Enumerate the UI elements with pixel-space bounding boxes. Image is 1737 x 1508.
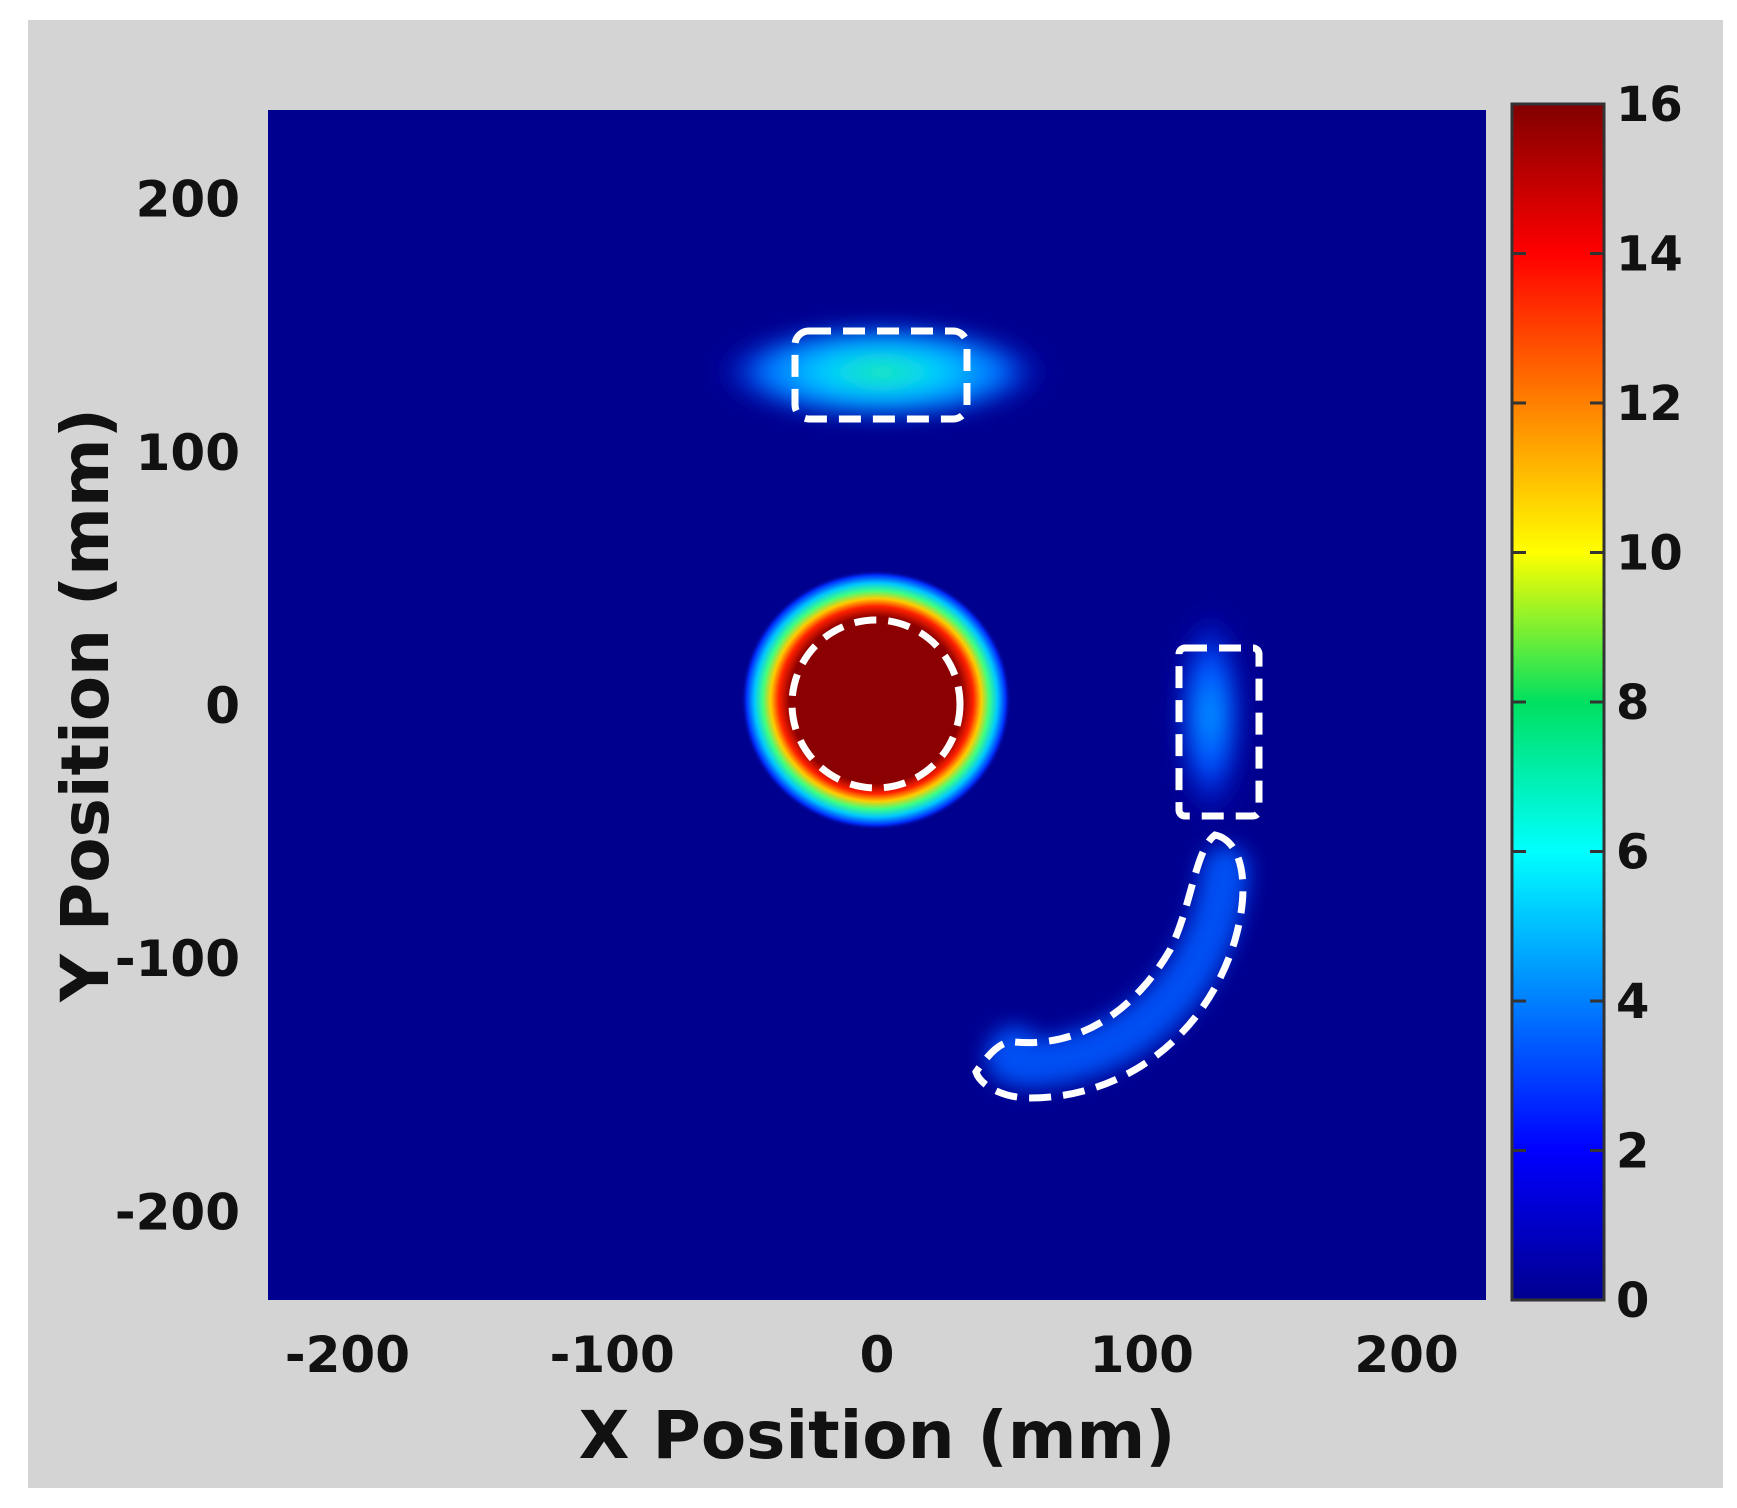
y-tick-label: 200 [136, 171, 240, 229]
plot-area [268, 110, 1486, 1300]
x-axis-title: X Position (mm) [579, 1397, 1176, 1474]
y-tick-label: -100 [115, 930, 240, 988]
x-tick-label: 100 [1090, 1326, 1194, 1384]
y-axis-title: Y Position (mm) [47, 408, 124, 1003]
colorbar-scale [1510, 102, 1606, 1302]
colorbar: 0 2 4 6 8 10 12 14 16 [1510, 77, 1683, 1329]
colorbar-tick-label: 16 [1616, 77, 1683, 133]
y-tick-label: 100 [136, 424, 240, 482]
colorbar-tick-label: 14 [1616, 227, 1683, 283]
central-disc-outline [788, 616, 964, 792]
region-outlines [788, 327, 1263, 1102]
y-tick-label: -200 [115, 1183, 240, 1241]
colorbar-ticks: 0 2 4 6 8 10 12 14 16 [1512, 77, 1683, 1329]
x-tick-label: 200 [1354, 1326, 1458, 1384]
arc-region-outline [972, 831, 1247, 1102]
y-tick-label: 0 [205, 677, 240, 735]
y-tick-labels: 200 100 0 -100 -200 [115, 171, 240, 1242]
top-rectangle-outline [791, 327, 971, 423]
x-tick-label: -200 [285, 1326, 410, 1384]
right-rectangle-outline [1175, 644, 1263, 820]
colorbar-tick-label: 6 [1616, 825, 1649, 881]
colorbar-tick-label: 10 [1616, 526, 1683, 582]
colorbar-tick-label: 0 [1616, 1273, 1649, 1329]
colorbar-tick-label: 8 [1616, 675, 1649, 731]
x-tick-label: -100 [550, 1326, 675, 1384]
central-disc-intensity [741, 570, 1011, 830]
colorbar-tick-label: 4 [1616, 974, 1649, 1030]
colorbar-tick-label: 12 [1616, 376, 1683, 432]
top-rectangle-intensity [712, 320, 1052, 424]
right-rectangle-intensity [1172, 605, 1248, 825]
colorbar-tick-label: 2 [1616, 1124, 1649, 1180]
x-tick-label: 0 [860, 1326, 895, 1384]
x-tick-labels: -200 -100 0 100 200 [285, 1326, 1459, 1384]
arc-region-intensity [986, 846, 1249, 1088]
